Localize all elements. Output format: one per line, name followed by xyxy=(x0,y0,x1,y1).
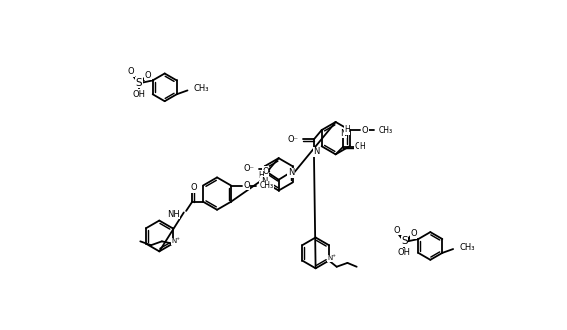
Text: N: N xyxy=(313,147,319,156)
Text: O: O xyxy=(393,226,400,235)
Text: N: N xyxy=(288,168,294,177)
Text: CH₃: CH₃ xyxy=(459,243,475,252)
Text: O: O xyxy=(263,167,269,176)
Text: S: S xyxy=(401,236,408,246)
Text: H: H xyxy=(359,142,365,151)
Text: O⁻: O⁻ xyxy=(287,135,299,144)
Text: CH₃: CH₃ xyxy=(379,126,393,135)
Text: CH₃: CH₃ xyxy=(260,181,274,190)
Text: N: N xyxy=(261,177,267,186)
Text: O⁻: O⁻ xyxy=(243,164,254,174)
Text: N⁺: N⁺ xyxy=(328,255,337,261)
Text: O: O xyxy=(145,71,151,80)
Text: OH: OH xyxy=(398,248,411,257)
Text: O: O xyxy=(128,67,134,77)
Text: H: H xyxy=(258,171,264,180)
Text: O: O xyxy=(411,229,417,238)
Text: N⁺: N⁺ xyxy=(171,238,180,244)
Text: H: H xyxy=(344,125,350,134)
Text: NH: NH xyxy=(167,210,180,218)
Text: O: O xyxy=(354,142,361,151)
Text: O: O xyxy=(362,126,369,135)
Text: CH₃: CH₃ xyxy=(194,84,209,93)
Text: O: O xyxy=(243,181,250,190)
Text: OH: OH xyxy=(132,90,145,99)
Text: S: S xyxy=(136,78,142,88)
Text: O: O xyxy=(191,183,197,192)
Text: N: N xyxy=(340,129,346,138)
